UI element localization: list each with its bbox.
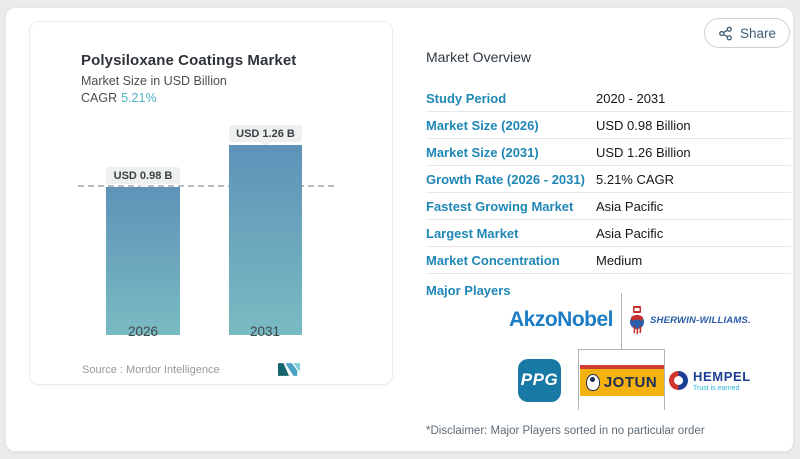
akzonobel-logo: AkzoNobel: [501, 291, 621, 349]
row-value: USD 0.98 Billion: [596, 117, 691, 133]
akzonobel-wordmark: AkzoNobel: [508, 308, 614, 331]
row-value: Medium: [596, 252, 643, 268]
chart-subtitle: Market Size in USD Billion: [81, 74, 227, 88]
bar-value-label-2031: USD 1.26 B: [229, 125, 302, 142]
x-axis-label-2031: 2031: [249, 324, 281, 339]
bar-group-2026: USD 0.98 B: [106, 167, 180, 335]
bar-2031[interactable]: [229, 145, 302, 335]
jotun-wordmark: JOTUN: [603, 373, 658, 391]
share-nodes-icon: [718, 26, 733, 41]
row-value: 5.21% CAGR: [596, 171, 675, 187]
reference-line: [78, 185, 334, 187]
chart-title: Polysiloxane Coatings Market: [81, 52, 297, 69]
source-attribution: Source : Mordor Intelligence: [82, 364, 220, 376]
sherwin-williams-wordmark: SHERWIN-WILLIAMS.: [650, 314, 751, 326]
bar-value-label-2026: USD 0.98 B: [106, 167, 180, 184]
row-label: Largest Market: [426, 225, 519, 241]
row-value: USD 1.26 Billion: [596, 144, 691, 160]
jotun-logo: JOTUN: [579, 350, 664, 410]
share-button-label: Share: [739, 25, 777, 41]
row-value: 2020 - 2031: [596, 90, 666, 106]
row-label: Market Concentration: [426, 252, 560, 268]
table-row: Largest Market Asia Pacific: [426, 220, 791, 247]
ppg-logo: PPG: [501, 350, 578, 410]
ppg-wordmark: PPG: [518, 358, 561, 402]
table-row: Market Size (2026) USD 0.98 Billion: [426, 112, 791, 139]
hempel-logo: HEMPEL Trust is earned: [665, 350, 791, 410]
sherwin-williams-logo: SHERWIN-WILLIAMS.: [623, 291, 791, 349]
share-button[interactable]: Share: [704, 18, 790, 48]
disclaimer-text: *Disclaimer: Major Players sorted in no …: [426, 425, 705, 437]
jotun-penguin-icon: [585, 373, 600, 391]
bar-2026[interactable]: [106, 187, 180, 335]
cagr-label: CAGR: [81, 91, 118, 105]
row-label: Fastest Growing Market: [426, 198, 574, 214]
cagr-value: 5.21%: [121, 91, 157, 105]
row-label: Growth Rate (2026 - 2031): [426, 171, 585, 187]
market-chart-card: Polysiloxane Coatings Market Market Size…: [29, 21, 393, 385]
bar-chart-plot: USD 0.98 B USD 1.26 B: [78, 103, 346, 335]
grid-divider: [621, 293, 622, 349]
market-overview-table: Study Period 2020 - 2031 Market Size (20…: [426, 85, 791, 301]
table-row: Fastest Growing Market Asia Pacific: [426, 193, 791, 220]
chart-header: Polysiloxane Coatings Market Market Size…: [81, 52, 296, 105]
hempel-wordmark: HEMPEL: [693, 368, 751, 384]
market-overview-heading: Market Overview: [426, 49, 532, 65]
source-value: Mordor Intelligence: [126, 364, 220, 376]
bar-group-2031: USD 1.26 B: [229, 125, 302, 335]
chip-caret: [260, 142, 271, 147]
sherwin-williams-paint-can-icon: [629, 304, 645, 336]
row-value: Asia Pacific: [596, 225, 664, 241]
row-value: Asia Pacific: [596, 198, 664, 214]
table-row: Study Period 2020 - 2031: [426, 85, 791, 112]
table-row: Market Concentration Medium: [426, 247, 791, 274]
hempel-circle-icon: [669, 370, 688, 390]
x-axis-label-2026: 2026: [127, 324, 159, 339]
chip-caret: [138, 184, 148, 189]
chart-cagr: CAGR 5.21%: [81, 91, 296, 105]
row-label: Market Size (2031): [426, 144, 539, 160]
major-players-logos: AkzoNobel SHERWIN-WILLIAMS. PPG JOTUN: [501, 291, 791, 411]
grid-divider: [578, 349, 665, 350]
table-row: Market Size (2031) USD 1.26 Billion: [426, 139, 791, 166]
row-label: Study Period: [426, 90, 507, 106]
page-card: Share Polysiloxane Coatings Market Marke…: [5, 7, 794, 452]
hempel-tagline: Trust is earned: [693, 384, 740, 392]
major-players-row: Major Players: [426, 274, 791, 301]
table-row: Growth Rate (2026 - 2031) 5.21% CAGR: [426, 166, 791, 193]
major-players-label: Major Players: [426, 283, 511, 298]
source-label: Source :: [82, 364, 123, 376]
grid-divider: [664, 349, 665, 410]
mordor-intelligence-logo-icon: [278, 363, 300, 381]
grid-divider: [578, 349, 579, 410]
row-label: Market Size (2026): [426, 117, 539, 133]
